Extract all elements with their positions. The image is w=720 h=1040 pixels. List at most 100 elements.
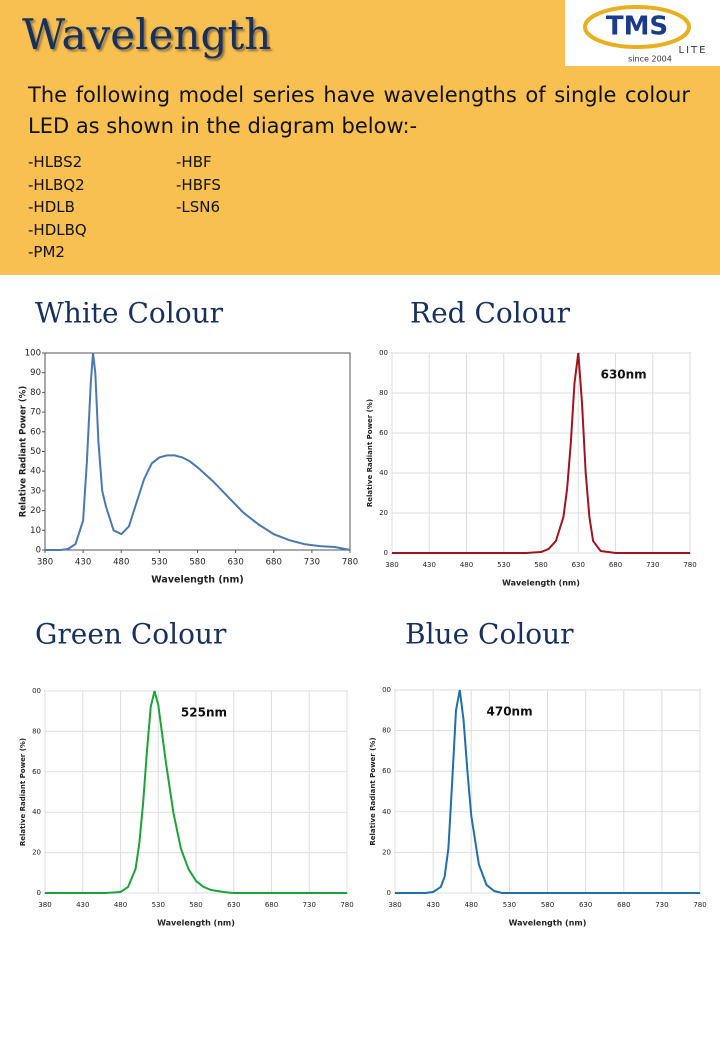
y-tick-label: 80 — [30, 388, 41, 398]
y-tick-label: 100 — [25, 349, 41, 359]
peak-annotation: 470nm — [487, 705, 533, 719]
x-tick-label: 580 — [541, 901, 554, 909]
y-tick-label: 30 — [30, 486, 41, 496]
y-tick-label: 00 — [379, 349, 388, 357]
y-tick-label: 60 — [32, 768, 41, 776]
x-tick-label: 730 — [655, 901, 668, 909]
x-tick-label: 430 — [75, 558, 91, 568]
x-axis-label: Wavelength (nm) — [502, 579, 580, 588]
model-name: -HDLB — [28, 198, 75, 216]
x-tick-label: 530 — [152, 901, 165, 909]
y-tick-label: 40 — [30, 467, 41, 477]
y-tick-label: 0 — [37, 889, 41, 897]
x-tick-label: 680 — [266, 558, 282, 568]
x-tick-label: 780 — [342, 558, 358, 568]
y-axis-label: Relative Radiant Power (%) — [369, 737, 377, 845]
x-tick-label: 380 — [37, 558, 53, 568]
x-tick-label: 780 — [693, 901, 706, 909]
model-name: -PM2 — [28, 243, 65, 261]
y-tick-label: 70 — [30, 408, 41, 418]
spectrum-line — [395, 689, 700, 894]
model-name: -HLBS2 — [28, 153, 83, 171]
x-tick-label: 630 — [572, 561, 585, 569]
x-tick-label: 580 — [189, 558, 205, 568]
y-tick-label: 0 — [387, 889, 391, 897]
logo-graphic: TMS LITE since 2004 — [583, 5, 708, 64]
logo-since: since 2004 — [628, 55, 672, 64]
y-tick-label: 00 — [382, 686, 391, 694]
y-tick-label: 40 — [382, 808, 391, 816]
section-title: White Colour — [35, 297, 224, 330]
y-tick-label: 40 — [32, 808, 41, 816]
section-title: Green Colour — [35, 618, 227, 651]
model-column: -HLBS2 -HLBQ2 -HDLB -HDLBQ -PM2 — [28, 151, 87, 264]
x-tick-label: 430 — [423, 561, 436, 569]
y-tick-label: 60 — [382, 767, 391, 775]
model-column: -HBF -HBFS -LSN6 — [176, 151, 221, 219]
y-tick-label: 00 — [32, 687, 41, 695]
model-name: -HLBQ2 — [28, 175, 85, 194]
y-tick-label: 90 — [30, 368, 41, 378]
y-tick-label: 80 — [32, 727, 41, 735]
x-tick-label: 430 — [76, 901, 89, 909]
x-tick-label: 680 — [609, 561, 622, 569]
y-tick-label: 0 — [384, 549, 388, 557]
x-axis-label: Wavelength (nm) — [151, 575, 243, 586]
spectrum-line — [392, 352, 690, 554]
x-tick-label: 530 — [151, 558, 167, 568]
x-tick-label: 630 — [579, 901, 592, 909]
x-tick-label: 630 — [227, 901, 240, 909]
model-name: -HDLBQ — [28, 220, 87, 239]
x-tick-label: 480 — [113, 558, 129, 568]
x-tick-label: 730 — [304, 558, 320, 568]
spectrum-line — [45, 690, 347, 894]
intro-text: The following model series have waveleng… — [28, 83, 690, 138]
y-tick-label: 40 — [379, 469, 388, 477]
y-tick-label: 80 — [379, 389, 388, 397]
x-tick-label: 480 — [465, 901, 478, 909]
y-tick-label: 50 — [30, 447, 41, 457]
y-tick-label: 80 — [382, 727, 391, 735]
logo: TMS LITE since 2004 — [565, 0, 720, 66]
y-axis-label: Relative Radiant Power (%) — [366, 399, 374, 507]
section-title: Blue Colour — [405, 618, 574, 651]
y-axis-label: Relative Radiant Power (%) — [19, 386, 29, 518]
x-axis-label: Wavelength (nm) — [157, 919, 235, 928]
logo-ring — [583, 5, 691, 49]
y-tick-label: 20 — [379, 509, 388, 517]
logo-brand: TMS — [606, 12, 668, 42]
x-tick-label: 680 — [265, 901, 278, 909]
logo-sub: LITE — [679, 45, 708, 56]
y-tick-label: 20 — [382, 848, 391, 856]
x-tick-label: 780 — [340, 901, 353, 909]
x-tick-label: 480 — [114, 901, 127, 909]
x-axis-label: Wavelength (nm) — [509, 919, 587, 928]
y-tick-label: 10 — [30, 526, 41, 536]
model-name: -HBFS — [176, 175, 221, 194]
y-tick-label: 20 — [30, 506, 41, 516]
y-tick-label: 20 — [32, 849, 41, 857]
x-tick-label: 480 — [460, 561, 473, 569]
x-tick-label: 780 — [683, 561, 696, 569]
section-title: Red Colour — [410, 297, 571, 330]
x-tick-label: 730 — [646, 561, 659, 569]
y-tick-label: 60 — [30, 427, 41, 437]
x-tick-label: 580 — [189, 901, 202, 909]
y-axis-label: Relative Radiant Power (%) — [19, 738, 27, 846]
x-tick-label: 680 — [617, 901, 630, 909]
y-tick-label: 0 — [36, 546, 41, 556]
model-name: -HBF — [176, 153, 212, 171]
x-tick-label: 380 — [38, 901, 51, 909]
x-tick-label: 580 — [534, 561, 547, 569]
page-title: Wavelength — [22, 10, 272, 59]
x-tick-label: 380 — [388, 901, 401, 909]
peak-annotation: 525nm — [181, 706, 227, 720]
x-tick-label: 530 — [497, 561, 510, 569]
x-tick-label: 530 — [503, 901, 516, 909]
x-tick-label: 430 — [426, 901, 439, 909]
x-tick-label: 630 — [228, 558, 244, 568]
model-name: -LSN6 — [176, 198, 221, 216]
peak-annotation: 630nm — [601, 368, 647, 382]
